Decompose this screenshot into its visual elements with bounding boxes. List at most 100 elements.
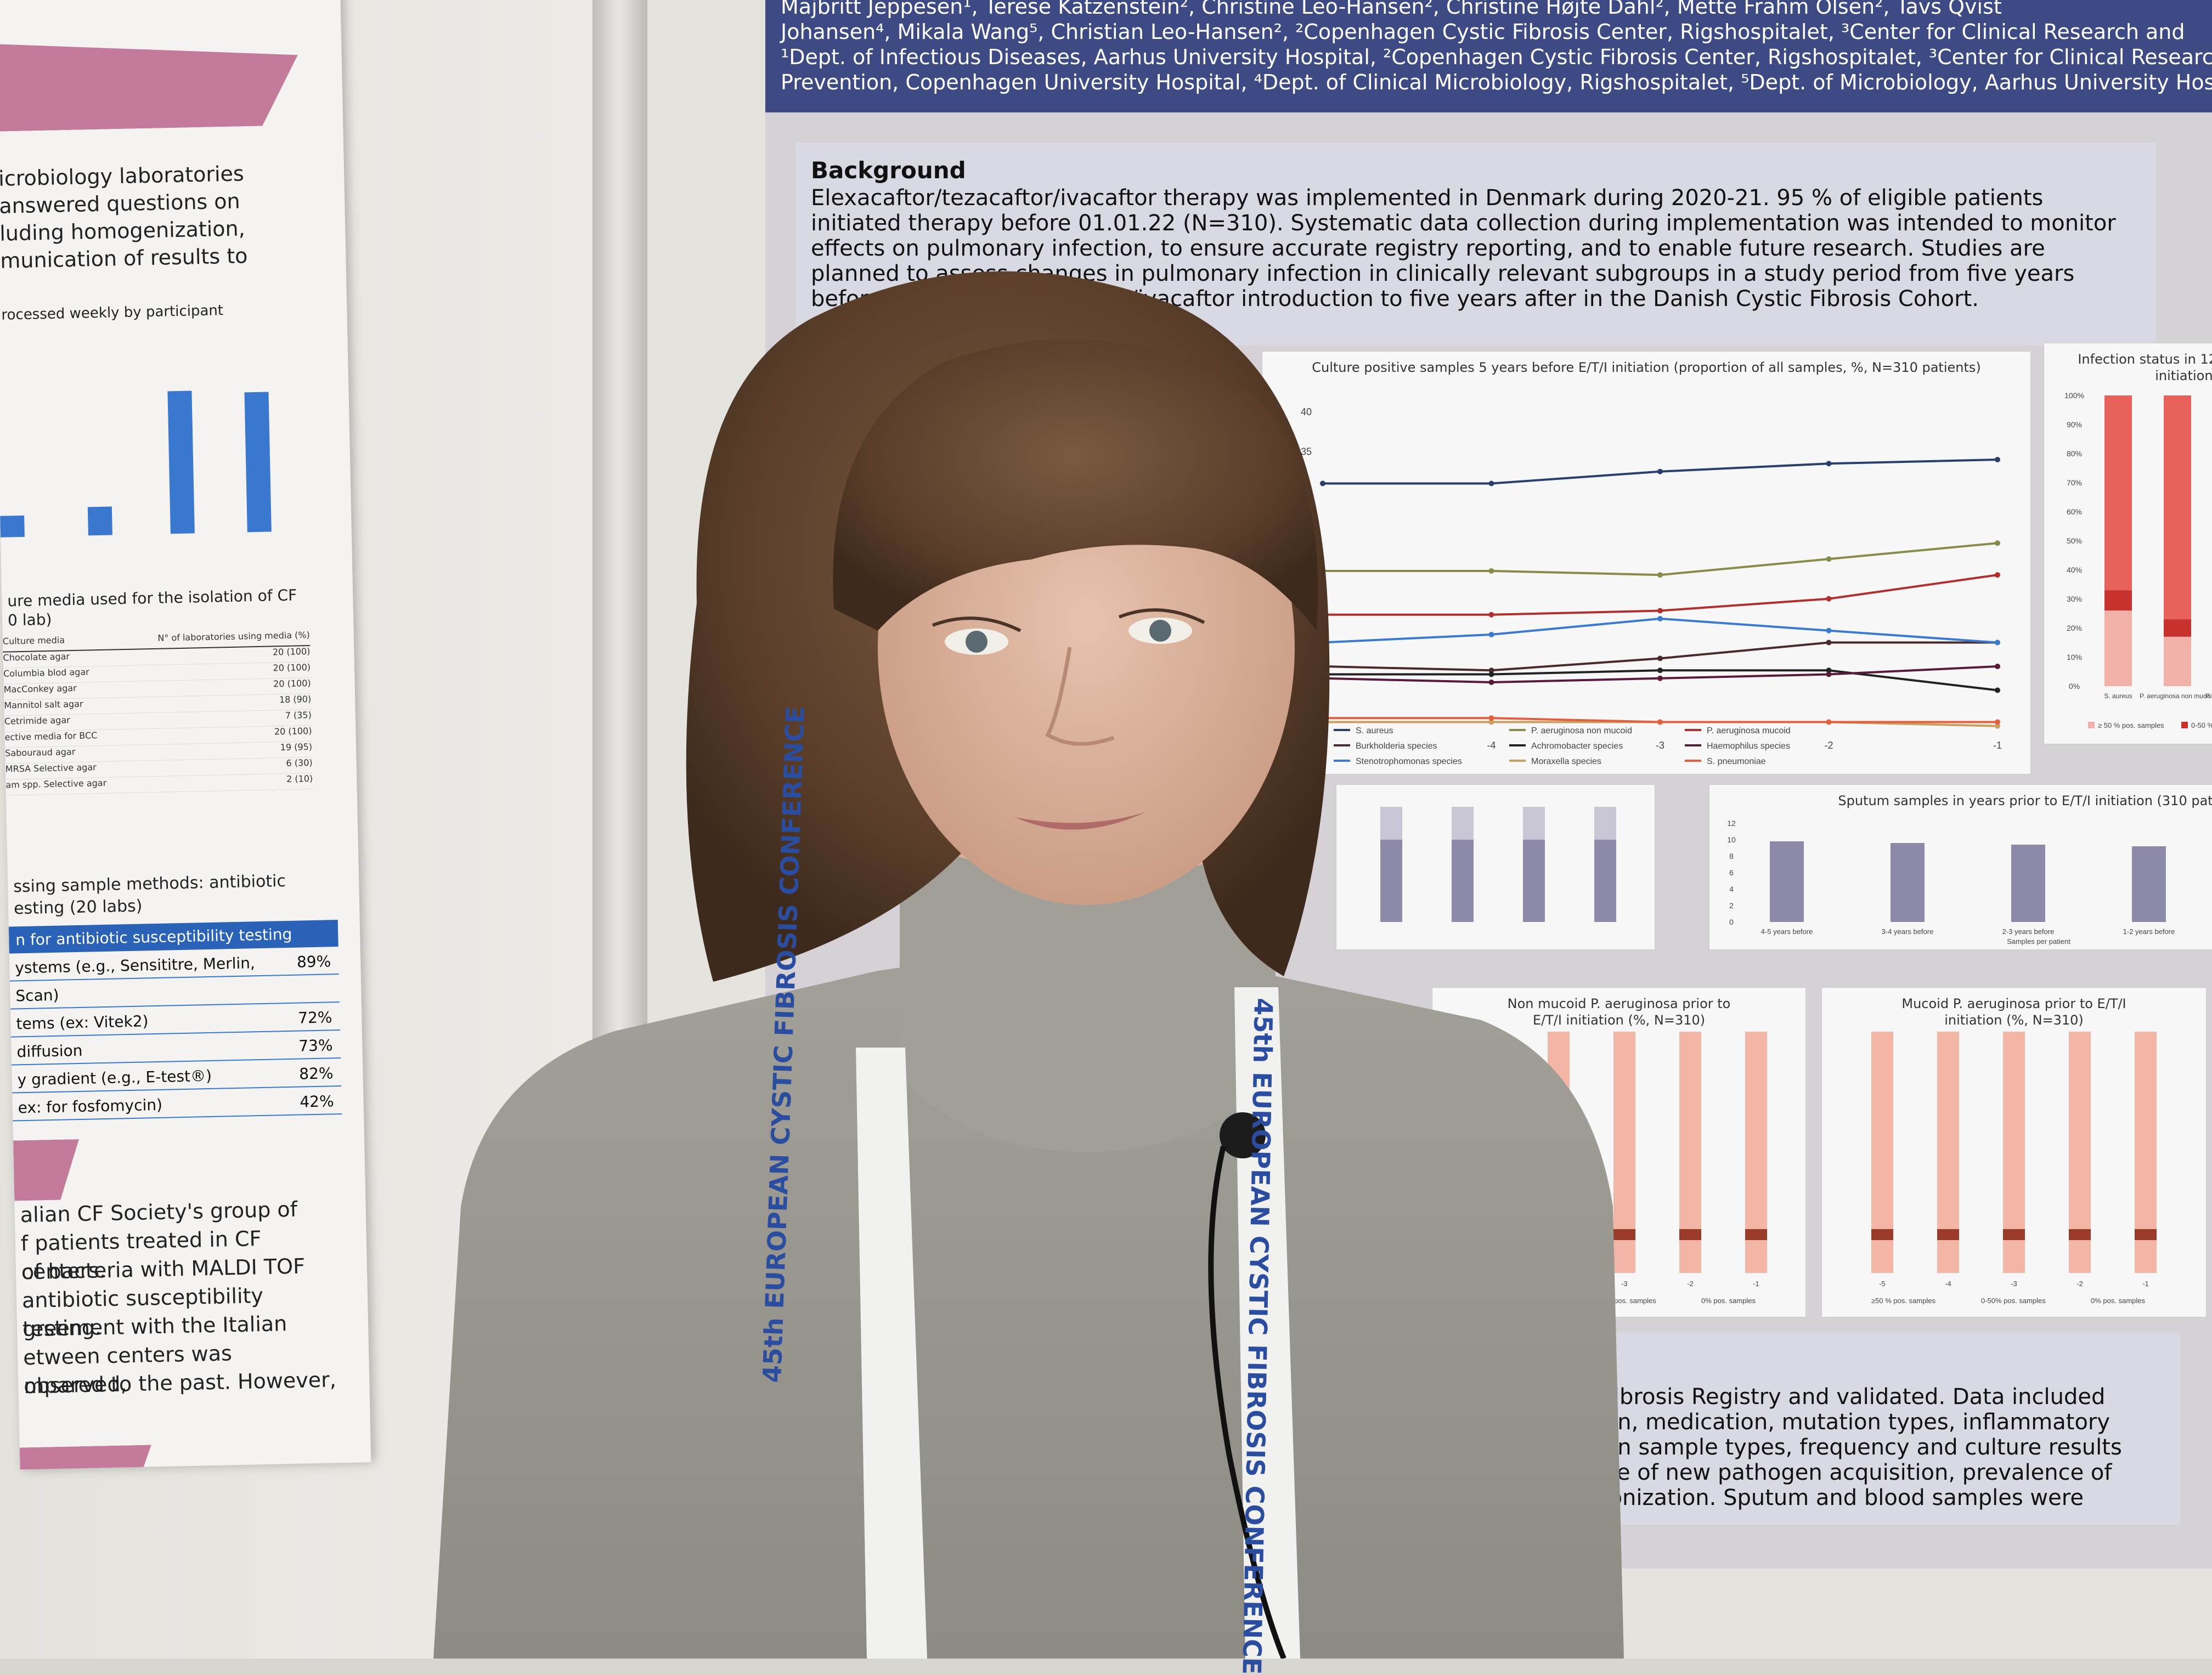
chart-bar bbox=[244, 392, 272, 533]
table-cell: 19 (95) bbox=[280, 741, 313, 753]
data-point bbox=[1995, 687, 2000, 693]
data-point bbox=[1995, 664, 2000, 669]
category-label: P. aeruginosa non mucoid bbox=[2140, 692, 2212, 700]
y-tick-label: 60% bbox=[2067, 507, 2082, 516]
left-poster: icrobiology laboratories answered questi… bbox=[0, 0, 371, 1470]
y-tick-label: 50% bbox=[2067, 536, 2082, 545]
legend-label: Haemophilus species bbox=[1707, 742, 1790, 751]
data-point bbox=[1320, 675, 1325, 681]
table-header-cell: Culture media bbox=[2, 635, 65, 647]
category-label: -1 bbox=[1753, 1280, 1759, 1288]
y-tick-label: 30 bbox=[1301, 486, 1312, 497]
y-tick-label: 40 bbox=[1301, 406, 1312, 417]
category-label: P. aeruginosa mucoid bbox=[2205, 692, 2212, 700]
data-point bbox=[1488, 719, 1494, 725]
category-label: -3 bbox=[1621, 1280, 1628, 1288]
data-point bbox=[1826, 627, 1832, 633]
category-label: -5 bbox=[1489, 1280, 1496, 1288]
line-chart-card: Culture positive samples 5 years before … bbox=[1262, 351, 2031, 774]
y-tick-label: 4 bbox=[1729, 885, 1734, 893]
table-cell: 7 (35) bbox=[285, 709, 312, 721]
data-point bbox=[1826, 596, 1832, 602]
chart-bar bbox=[87, 506, 112, 536]
affiliations-line: Prevention, Copenhagen University Hospit… bbox=[781, 70, 2212, 94]
sample-types-chart bbox=[1380, 807, 1616, 922]
legend-label: 0-50% pos. samples bbox=[1981, 1297, 2046, 1305]
series-line bbox=[1322, 617, 1998, 644]
ast-title: ssing sample methods: antibiotic bbox=[13, 872, 286, 897]
sample-bar-top bbox=[1594, 807, 1616, 840]
ast-percent: 73% bbox=[298, 1036, 333, 1055]
category-label: S. aureus bbox=[2104, 692, 2132, 700]
stacked-bar-segment bbox=[1745, 1229, 1767, 1240]
category-label: -4 bbox=[1555, 1280, 1562, 1288]
chart-caption: rocessed weekly by participant bbox=[1, 302, 224, 324]
legend-label: 0-50 % pos. samples bbox=[2191, 721, 2212, 729]
data-point bbox=[1488, 632, 1494, 637]
data-point bbox=[1320, 612, 1325, 618]
data-point bbox=[1320, 568, 1325, 574]
stacked-bar-segment bbox=[1937, 1229, 1959, 1240]
legend-label: ≥50 % pos. samples bbox=[1871, 1297, 1936, 1305]
table-cell: 6 (30) bbox=[286, 757, 313, 768]
sputum-bar bbox=[1770, 841, 1804, 922]
legend-label: Achromobacter species bbox=[1531, 742, 1623, 751]
stacked-bar-segment bbox=[2104, 395, 2132, 591]
ast-table: n for antibiotic susceptibility testing … bbox=[8, 920, 342, 1122]
ast-method: tems (ex: Vitek2) bbox=[16, 1012, 149, 1033]
data-point bbox=[1995, 723, 2000, 729]
table-cell: MRSA Selective agar bbox=[5, 762, 97, 774]
legend-label: Stenotrophomonas species bbox=[1356, 757, 1462, 766]
table-cell: 20 (100) bbox=[273, 662, 311, 674]
y-tick-label: 100% bbox=[2064, 391, 2084, 400]
stacked-bar-segment bbox=[1613, 1229, 1635, 1240]
data-point bbox=[1657, 572, 1663, 578]
data-point bbox=[1657, 655, 1663, 661]
legend-label: ≥ 50 % pos. samples bbox=[2098, 721, 2164, 729]
data-point bbox=[1826, 640, 1832, 646]
ast-title: esting (20 labs) bbox=[13, 896, 143, 919]
table-cell: 18 (90) bbox=[279, 693, 312, 705]
category-label: -1 bbox=[2142, 1280, 2149, 1288]
data-point bbox=[1826, 556, 1832, 562]
stacked-bar-segment bbox=[2164, 636, 2191, 686]
sample-types-card bbox=[1336, 784, 1655, 950]
table-header-cell: N° of laboratories using media (%) bbox=[157, 630, 310, 643]
legend-swatch bbox=[2088, 722, 2095, 728]
sputum-card: Sputum samples in years prior to E/T/I i… bbox=[1709, 784, 2212, 950]
mucoid-chart: -5 -4 -3 -2 -1 ≥50 % pos. samples 0-50% pos. s… bbox=[1871, 1032, 2157, 1305]
data-point bbox=[1657, 608, 1663, 614]
legend-label: S. pneumoniae bbox=[1707, 757, 1766, 766]
y-tick-label: 0 bbox=[1304, 725, 1309, 735]
main-poster: Majbritt Jeppesen¹, Terese Katzenstein²,… bbox=[765, 0, 2212, 1569]
table-cell: MacConkey agar bbox=[3, 682, 77, 695]
y-tick-label: 0% bbox=[2069, 682, 2080, 691]
table-cell: Chocolate agar bbox=[3, 651, 70, 663]
ast-percent: 89% bbox=[296, 952, 331, 971]
poster-text-line: mpared to the past. However, bbox=[23, 1367, 337, 1399]
y-tick-label: 6 bbox=[1729, 868, 1734, 877]
data-point bbox=[1657, 468, 1663, 474]
data-point bbox=[1488, 671, 1494, 677]
ast-method: ystems (e.g., Sensititre, Merlin, bbox=[15, 954, 256, 977]
y-tick-label: 40% bbox=[2067, 565, 2082, 574]
table-cell: 20 (100) bbox=[272, 646, 311, 658]
y-tick-label: 20% bbox=[2067, 624, 2082, 632]
category-label: 2-3 years before bbox=[2002, 927, 2055, 936]
stacked-bar-segment bbox=[2003, 1229, 2025, 1240]
methods-text-line: colonization. Sputum and blood samples w… bbox=[1577, 1485, 2084, 1510]
data-point bbox=[1657, 616, 1663, 621]
data-point bbox=[1826, 719, 1832, 725]
category-label: -3 bbox=[2011, 1280, 2017, 1288]
background-section: Background Elexacaftor/tezacaftor/ivacaf… bbox=[795, 143, 2156, 346]
stacked-bar-segment bbox=[1548, 1229, 1570, 1240]
ast-method: y gradient (e.g., E-test®) bbox=[17, 1066, 212, 1089]
data-point bbox=[1320, 480, 1325, 486]
data-point bbox=[1995, 457, 2000, 462]
data-point bbox=[1320, 640, 1325, 646]
line-chart: 0 5 10 15 20 25 30 35 40 -5 -4 -3 -2 -1 S. aureus P. ae… bbox=[1301, 406, 2002, 766]
y-tick-label: 35 bbox=[1301, 446, 1312, 457]
y-tick-label: 90% bbox=[2067, 420, 2082, 429]
category-label: -2 bbox=[1687, 1280, 1694, 1288]
line-chart-title: Culture positive samples 5 years before … bbox=[1312, 360, 1981, 375]
